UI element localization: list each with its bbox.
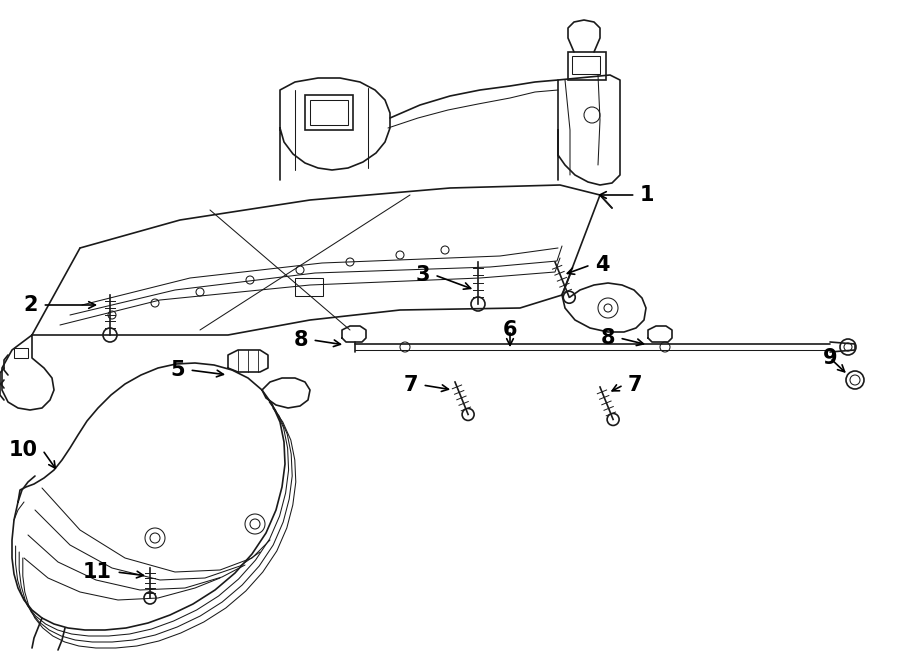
Bar xyxy=(568,52,606,80)
Text: 1: 1 xyxy=(640,185,654,205)
Bar xyxy=(305,95,353,130)
Bar xyxy=(310,100,348,125)
Text: 10: 10 xyxy=(9,440,38,460)
Bar xyxy=(14,348,28,358)
Bar xyxy=(295,278,323,296)
Text: 4: 4 xyxy=(595,255,609,275)
Text: 5: 5 xyxy=(170,360,185,380)
Text: 3: 3 xyxy=(416,265,430,285)
Text: 8: 8 xyxy=(293,330,308,350)
Text: 11: 11 xyxy=(83,562,112,582)
Text: 7: 7 xyxy=(403,375,418,395)
Text: 9: 9 xyxy=(823,348,837,368)
Text: 2: 2 xyxy=(23,295,38,315)
Bar xyxy=(572,56,600,74)
Text: 8: 8 xyxy=(600,328,615,348)
Text: 7: 7 xyxy=(628,375,643,395)
Text: 6: 6 xyxy=(503,320,517,340)
